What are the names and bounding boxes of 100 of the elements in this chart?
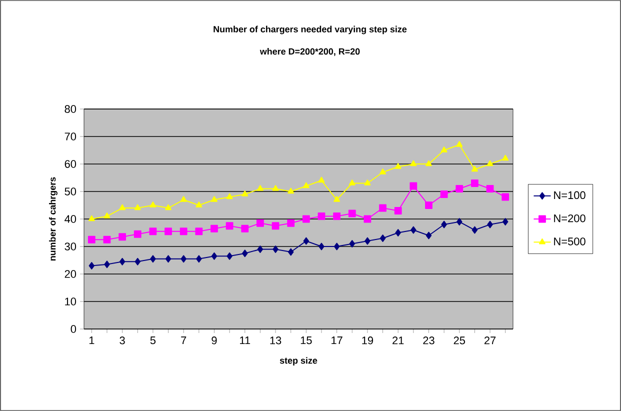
y-tick-label: 40 bbox=[64, 215, 76, 223]
point bbox=[364, 215, 372, 223]
point bbox=[211, 252, 218, 260]
x-tick-label: 17 bbox=[332, 336, 342, 344]
point bbox=[456, 141, 463, 147]
x-tick-label: 7 bbox=[181, 336, 186, 344]
point bbox=[456, 185, 464, 192]
x-tick-label: 19 bbox=[362, 336, 374, 344]
point bbox=[150, 255, 156, 263]
point bbox=[318, 176, 325, 183]
point bbox=[487, 220, 493, 228]
point bbox=[165, 255, 172, 263]
point bbox=[287, 219, 295, 227]
point bbox=[364, 180, 371, 186]
point bbox=[88, 236, 96, 244]
point bbox=[486, 160, 494, 166]
point bbox=[165, 204, 172, 210]
point bbox=[318, 212, 326, 220]
point bbox=[210, 196, 218, 202]
point bbox=[103, 236, 111, 244]
point bbox=[364, 237, 370, 245]
point bbox=[272, 222, 280, 230]
point bbox=[394, 207, 402, 214]
x-tick-label: 3 bbox=[120, 336, 125, 344]
point bbox=[410, 182, 418, 190]
point bbox=[348, 180, 356, 186]
point bbox=[379, 204, 386, 212]
point bbox=[395, 229, 401, 236]
point bbox=[88, 215, 95, 222]
y-tick-label: 70 bbox=[64, 132, 76, 140]
point bbox=[471, 166, 478, 172]
point bbox=[288, 188, 294, 194]
point bbox=[104, 212, 110, 218]
point bbox=[241, 224, 249, 232]
x-tick-label: 9 bbox=[212, 336, 217, 344]
point bbox=[426, 232, 432, 240]
point bbox=[334, 242, 340, 250]
point bbox=[134, 258, 141, 266]
y-tick-label: 60 bbox=[64, 160, 76, 168]
chart-subtitle: where D=200*200, R=20 bbox=[260, 48, 360, 56]
chart-title: Number of chargers needed varying step size bbox=[214, 26, 407, 34]
x-tick-label: 21 bbox=[392, 336, 404, 344]
point bbox=[272, 246, 278, 253]
x-tick-label: 1 bbox=[89, 336, 94, 344]
point bbox=[180, 196, 187, 202]
point bbox=[410, 226, 416, 234]
point bbox=[380, 234, 386, 242]
point bbox=[134, 230, 142, 238]
y-axis-title: number of cahrgers bbox=[49, 177, 58, 261]
x-tick-label: 11 bbox=[240, 336, 250, 344]
point bbox=[440, 190, 448, 198]
point bbox=[486, 185, 494, 192]
point bbox=[441, 220, 447, 228]
point bbox=[119, 258, 126, 266]
point bbox=[334, 196, 340, 202]
point bbox=[210, 224, 218, 232]
point bbox=[349, 240, 356, 248]
point bbox=[425, 202, 432, 209]
point bbox=[164, 228, 172, 236]
point bbox=[257, 246, 264, 253]
point bbox=[256, 219, 264, 227]
x-tick-label: 5 bbox=[150, 336, 156, 344]
point bbox=[226, 252, 232, 260]
point bbox=[302, 215, 310, 223]
point bbox=[502, 154, 509, 161]
point bbox=[242, 190, 248, 196]
point bbox=[380, 168, 386, 174]
legend-label: N=100 bbox=[554, 191, 586, 200]
point bbox=[394, 163, 402, 169]
point bbox=[502, 218, 508, 226]
y-tick-label: 20 bbox=[64, 270, 76, 278]
point bbox=[226, 193, 233, 200]
point bbox=[440, 146, 448, 152]
point bbox=[272, 185, 279, 191]
x-axis-title: step size bbox=[280, 357, 318, 366]
point bbox=[318, 242, 324, 250]
point bbox=[288, 248, 294, 256]
point bbox=[150, 202, 156, 208]
point bbox=[410, 160, 417, 166]
point bbox=[425, 160, 432, 166]
point bbox=[196, 255, 202, 263]
point bbox=[180, 255, 186, 263]
point bbox=[134, 204, 141, 210]
point bbox=[472, 226, 478, 234]
point bbox=[242, 250, 248, 258]
point bbox=[502, 193, 510, 201]
point bbox=[226, 222, 234, 230]
point bbox=[119, 204, 126, 210]
point bbox=[196, 202, 202, 208]
y-tick-label: 30 bbox=[64, 242, 76, 250]
x-tick-label: 27 bbox=[484, 336, 496, 344]
point bbox=[348, 210, 356, 218]
legend-label: N=500 bbox=[554, 238, 586, 246]
y-tick-label: 80 bbox=[64, 105, 76, 113]
point bbox=[180, 228, 188, 236]
point bbox=[471, 180, 478, 187]
point bbox=[149, 228, 157, 236]
point bbox=[333, 212, 341, 220]
point bbox=[88, 262, 95, 270]
point bbox=[104, 260, 110, 268]
